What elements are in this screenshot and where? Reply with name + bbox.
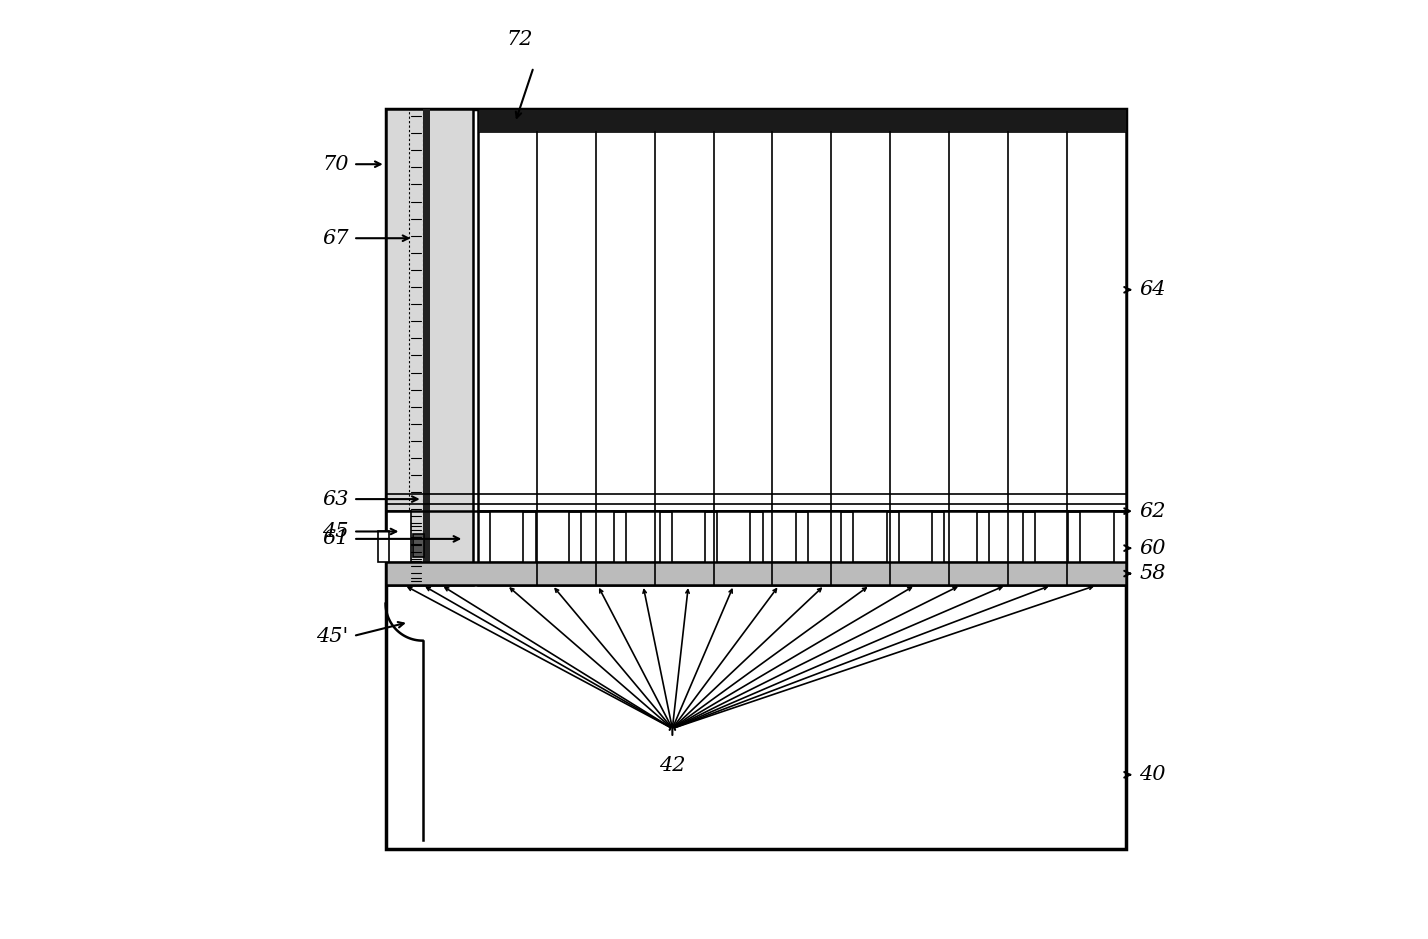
Bar	[478, 109, 1125, 511]
Bar	[808, 511, 841, 562]
Bar	[478, 511, 1125, 585]
Bar	[763, 511, 795, 562]
Bar	[854, 511, 887, 562]
Bar	[386, 109, 474, 585]
Bar	[478, 109, 1125, 131]
Bar	[671, 511, 705, 562]
Text: 62: 62	[1140, 501, 1167, 520]
Text: 40: 40	[1140, 765, 1167, 784]
Text: 58: 58	[1140, 564, 1167, 583]
Bar	[386, 562, 1125, 585]
Bar	[413, 534, 424, 558]
Bar	[386, 109, 1125, 849]
Bar	[423, 511, 430, 585]
Text: 70: 70	[323, 155, 348, 174]
Text: 72: 72	[507, 29, 533, 49]
Text: 42: 42	[660, 756, 685, 776]
Bar	[378, 531, 390, 562]
Text: 61: 61	[323, 530, 348, 548]
Bar	[408, 109, 423, 585]
Bar	[387, 511, 411, 562]
Bar	[490, 511, 524, 562]
Text: 45': 45'	[317, 626, 348, 645]
Bar	[536, 511, 568, 562]
Bar	[990, 511, 1022, 562]
Bar	[717, 511, 751, 562]
Bar	[423, 109, 430, 585]
Text: 67: 67	[323, 229, 348, 248]
Bar	[1081, 511, 1114, 562]
Text: 63: 63	[323, 489, 348, 509]
Bar	[581, 511, 614, 562]
Bar	[898, 511, 932, 562]
Bar	[1035, 511, 1068, 562]
Text: 60: 60	[1140, 539, 1167, 558]
Text: 64: 64	[1140, 281, 1167, 300]
Text: 45: 45	[323, 522, 348, 541]
Bar	[627, 511, 660, 562]
Bar	[944, 511, 977, 562]
